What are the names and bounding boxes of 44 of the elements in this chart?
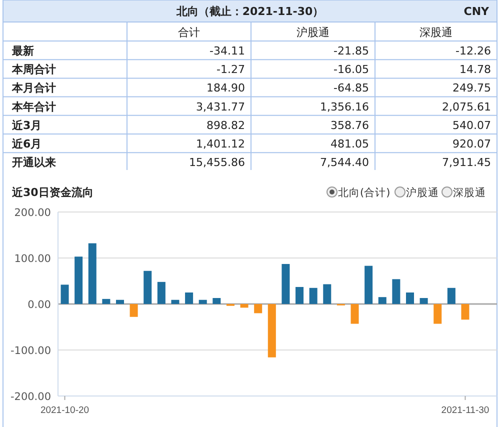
text: 15,455.86	[189, 156, 245, 170]
text: -34.11	[210, 44, 245, 58]
y-tick-label: 0.00	[28, 299, 51, 311]
text: 481.05	[330, 138, 369, 150]
category-label: 沪股通	[296, 26, 330, 39]
category-label: 深股通	[420, 26, 452, 39]
text: -16.05	[334, 63, 369, 76]
text: 184.90	[206, 82, 245, 95]
text: 14.78	[460, 63, 491, 76]
text: 7,911.45	[442, 156, 491, 170]
category-label: 本月合计	[12, 82, 56, 95]
text: 920.07	[452, 138, 491, 150]
category-label: 本周合计	[12, 63, 56, 76]
text: 249.75	[452, 82, 491, 95]
text: -64.85	[334, 82, 369, 95]
text: -21.85	[334, 44, 369, 58]
y-tick-label: -200.00	[10, 391, 51, 403]
text: -12.26	[456, 44, 491, 58]
text: 2,075.61	[442, 100, 491, 114]
x-tick-label: 2021-11-30	[441, 405, 490, 416]
text: -1.27	[216, 63, 245, 76]
chart-title: 近30日资金流向	[11, 186, 94, 199]
y-tick-label: -100.00	[10, 345, 51, 357]
text: 1,401.12	[196, 138, 245, 150]
category-label: 本年合计	[12, 100, 56, 114]
text: 7,544.40	[320, 156, 369, 170]
text: 北向（截止：2021-11-30）	[175, 5, 324, 18]
category-label: 近3月	[12, 118, 42, 132]
y-tick-label: 200.00	[14, 207, 51, 219]
category-label: 最新	[12, 44, 34, 58]
text: 3,431.77	[196, 100, 245, 114]
text: 沪股通	[406, 186, 439, 199]
text: 北向(合计)	[338, 186, 390, 199]
category-label: 近6月	[12, 138, 42, 150]
x-tick-label: 2021-10-20	[40, 405, 90, 416]
text: 540.07	[452, 118, 491, 132]
text: CNY	[464, 5, 490, 18]
text: 358.76	[330, 118, 369, 132]
text: 深股通	[453, 186, 486, 199]
category-label: 开通以来	[12, 156, 56, 170]
y-tick-label: 100.00	[14, 253, 51, 265]
text: 898.82	[206, 118, 245, 132]
text: 1,356.16	[320, 100, 369, 114]
category-label: 合计	[178, 26, 200, 39]
